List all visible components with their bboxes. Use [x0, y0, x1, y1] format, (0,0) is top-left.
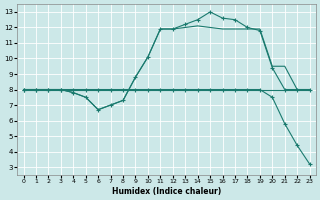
X-axis label: Humidex (Indice chaleur): Humidex (Indice chaleur)	[112, 187, 221, 196]
